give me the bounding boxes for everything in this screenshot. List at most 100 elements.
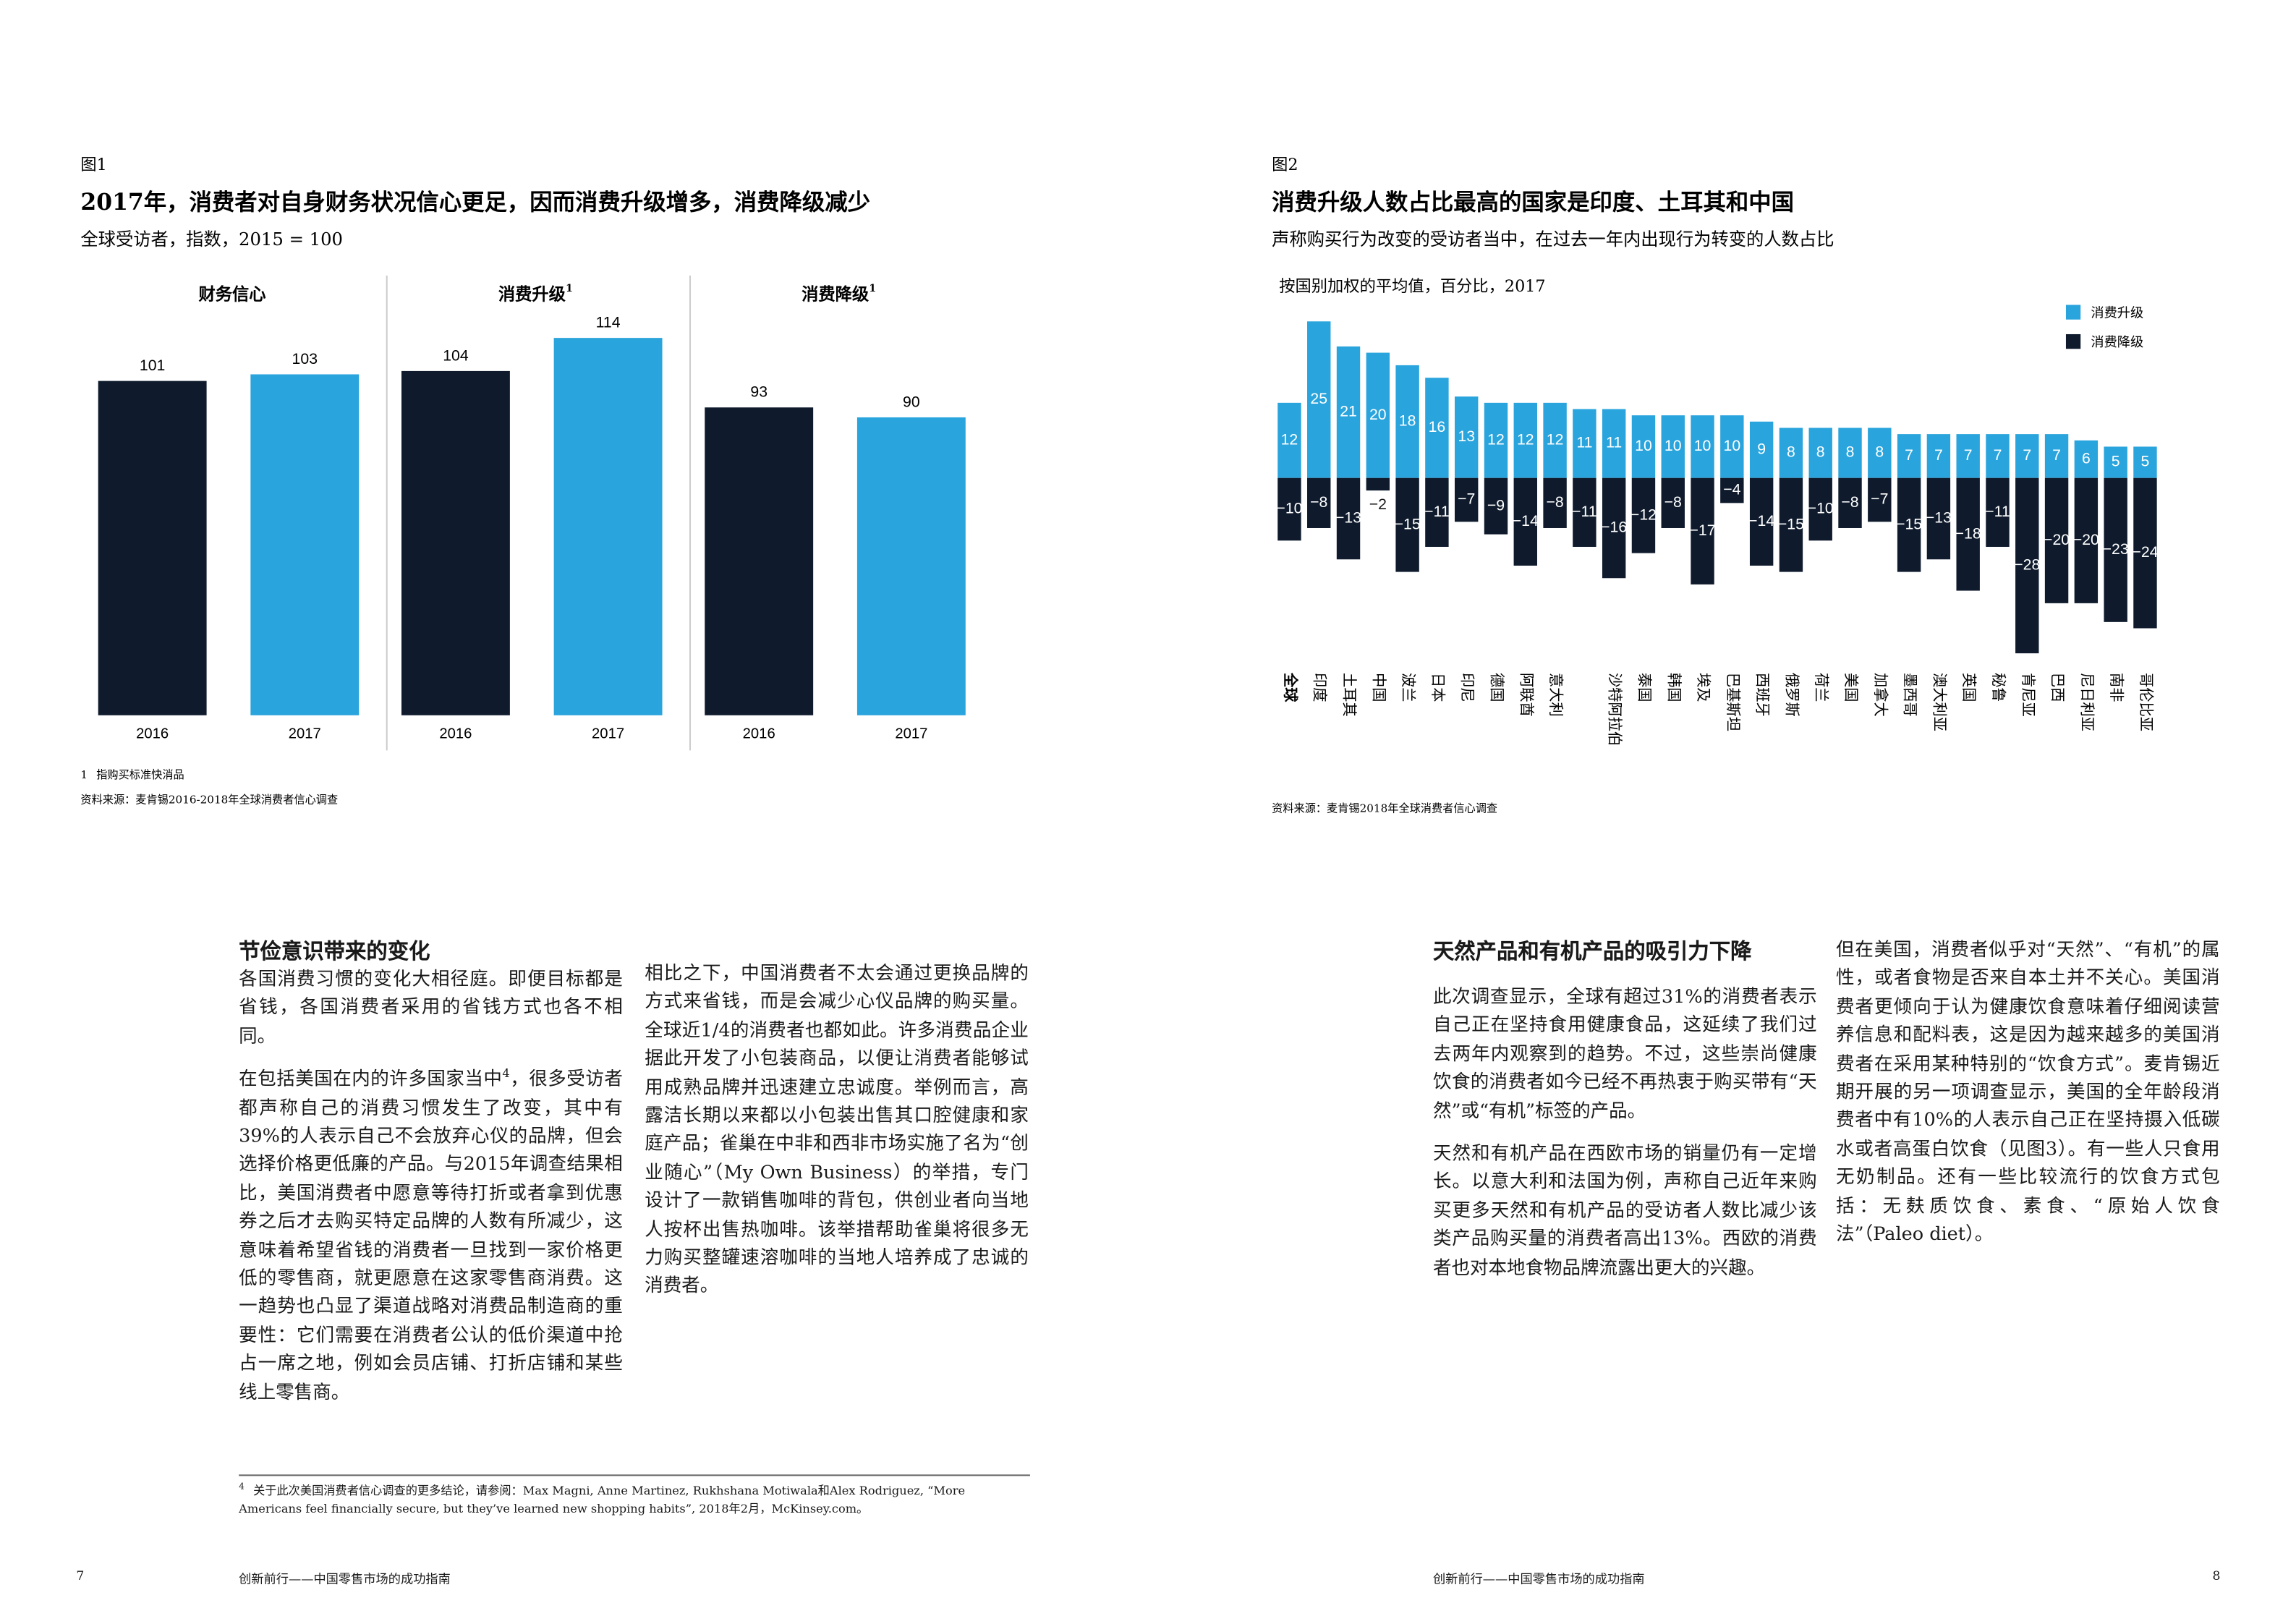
figure-note: 按国别加权的平均值，百分比，2017 [1279, 277, 1545, 296]
bar [1277, 477, 1301, 541]
footnote-text: 关于此次美国消费者信心调查的更多结论，请参阅：Max Magni, Anne M… [239, 1484, 966, 1515]
bar [1573, 477, 1596, 547]
running-title: 创新前行——中国零售市场的成功指南 [239, 1573, 451, 1588]
paragraph-text: 各国消费习惯的变化大相径庭。即便目标都是省钱，各国消费者采用的省钱方式也各不相同… [239, 967, 623, 1047]
bar [1956, 477, 1980, 591]
bar [2015, 434, 2039, 478]
value-label: 12 [1547, 430, 1564, 448]
value-label: 10 [1724, 437, 1741, 454]
bar [2044, 434, 2069, 478]
bar [1661, 477, 1685, 528]
value-label: 25 [1310, 390, 1327, 407]
paragraph-text: 相比之下，中国消费者不太会通过更换品牌的方式来省钱，而是会减少心仪品牌的购买量。… [645, 961, 1029, 1297]
bar [1868, 477, 1892, 522]
bar [1779, 428, 1803, 478]
bar [1838, 477, 1862, 528]
value-label: 7 [2023, 446, 2031, 464]
value-label: −7 [1871, 490, 1888, 508]
value-label: 7 [1964, 446, 1973, 464]
bar [1897, 434, 1921, 478]
bar [1307, 477, 1331, 528]
bar [1720, 415, 1744, 478]
bar [1277, 402, 1301, 478]
panel-title: 财务信心 [198, 284, 265, 304]
footnote-marker: 1 [80, 768, 88, 781]
bar [1395, 477, 1419, 572]
x-tick-label: 阿联酋 [1518, 673, 1535, 717]
figure-label: 图2 [1272, 156, 1298, 174]
figure-title: 消费升级人数占比最高的国家是印度、土耳其和中国 [1272, 189, 1794, 216]
text-column: 此次调查显示，全球有超过31%的消费者表示自己正在坚持食用健康食品，这延续了我们… [1433, 982, 1817, 1296]
bar [705, 407, 814, 715]
paragraph: 相比之下，中国消费者不太会通过更换品牌的方式来省钱，而是会减少心仪品牌的购买量。… [645, 958, 1029, 1300]
value-label: −13 [1926, 509, 1952, 527]
bar [1926, 434, 1951, 478]
value-label: 12 [1487, 430, 1505, 448]
value-label: 8 [1846, 443, 1855, 461]
value-label: −18 [1955, 524, 1981, 542]
value-label: 9 [1757, 440, 1766, 457]
value-label: −10 [1808, 500, 1834, 517]
bar [1749, 421, 1774, 478]
page-footnote: 4 关于此次美国消费者信心调查的更多结论，请参阅：Max Magni, Anne … [239, 1474, 1030, 1518]
value-label: −15 [1896, 515, 1922, 532]
value-label: 12 [1281, 430, 1298, 448]
value-label: −14 [1513, 512, 1539, 530]
bar [1543, 402, 1567, 478]
x-tick-label: 2017 [289, 726, 321, 741]
bar [1425, 477, 1449, 547]
x-tick-label: 巴基斯坦 [1725, 673, 1742, 731]
bar [1691, 415, 1714, 478]
value-label: 20 [1369, 406, 1387, 423]
x-tick-label: 印尼 [1459, 673, 1476, 702]
value-label: 16 [1429, 418, 1446, 435]
section-heading: 节俭意识带来的变化 [239, 939, 430, 965]
bar [1897, 477, 1921, 572]
x-tick-label: 中国 [1370, 673, 1387, 702]
figure-subtitle: 全球受访者，指数，2015 = 100 [80, 229, 343, 250]
x-tick-label: 土耳其 [1341, 673, 1359, 717]
x-tick-label: 2016 [136, 726, 169, 741]
value-label: −2 [1369, 496, 1387, 513]
x-tick-label: 2016 [743, 726, 775, 741]
bar [2104, 446, 2127, 478]
bar [2044, 477, 2069, 603]
value-label: 90 [903, 393, 920, 410]
bar [1631, 415, 1656, 478]
bar [1454, 396, 1479, 478]
value-label: 7 [1934, 446, 1943, 464]
footnote: 1 指购买标准快消品 [80, 768, 184, 781]
panel-title-text: 财务信心 [198, 284, 265, 304]
value-label: −11 [1572, 503, 1596, 520]
x-tick-label: 澳大利亚 [1931, 673, 1948, 731]
bar [1484, 402, 1508, 478]
legend-swatch [2065, 333, 2081, 349]
value-label: −11 [1424, 503, 1449, 520]
panel-title-note: 1 [566, 283, 573, 294]
value-label: −9 [1487, 496, 1505, 514]
value-label: 11 [1576, 434, 1592, 451]
bar [2015, 477, 2039, 654]
source: 资料来源：麦肯锡2018年全球消费者信心调查 [1272, 802, 1497, 815]
text-column: 相比之下，中国消费者不太会通过更换品牌的方式来省钱，而是会减少心仪品牌的购买量。… [645, 958, 1029, 1314]
value-label: 5 [2112, 453, 2120, 470]
x-tick-label: 波兰 [1400, 673, 1417, 702]
x-tick-label: 全球 [1282, 672, 1299, 702]
bar [1484, 477, 1508, 535]
paragraph-text: 天然和有机产品在西欧市场的销量仍有一定增长。以意大利和法国为例，声称自己近年来购… [1432, 1142, 1817, 1278]
bar [856, 417, 966, 715]
value-label: −15 [1395, 515, 1421, 532]
legend-label: 消费降级 [2091, 335, 2143, 350]
value-label: 8 [1816, 443, 1825, 461]
paragraph: 天然和有机产品在西欧市场的销量仍有一定增长。以意大利和法国为例，声称自己近年来购… [1433, 1139, 1817, 1281]
bar [1779, 477, 1803, 572]
bar [1307, 321, 1331, 478]
x-tick-label: 墨西哥 [1902, 673, 1919, 717]
value-label: −24 [2132, 543, 2158, 561]
x-tick-label: 埃及 [1695, 673, 1712, 702]
value-label: −17 [1690, 522, 1716, 539]
bar [1366, 477, 1390, 491]
x-tick-label: 巴西 [2049, 673, 2067, 702]
value-label: −8 [1546, 493, 1563, 511]
